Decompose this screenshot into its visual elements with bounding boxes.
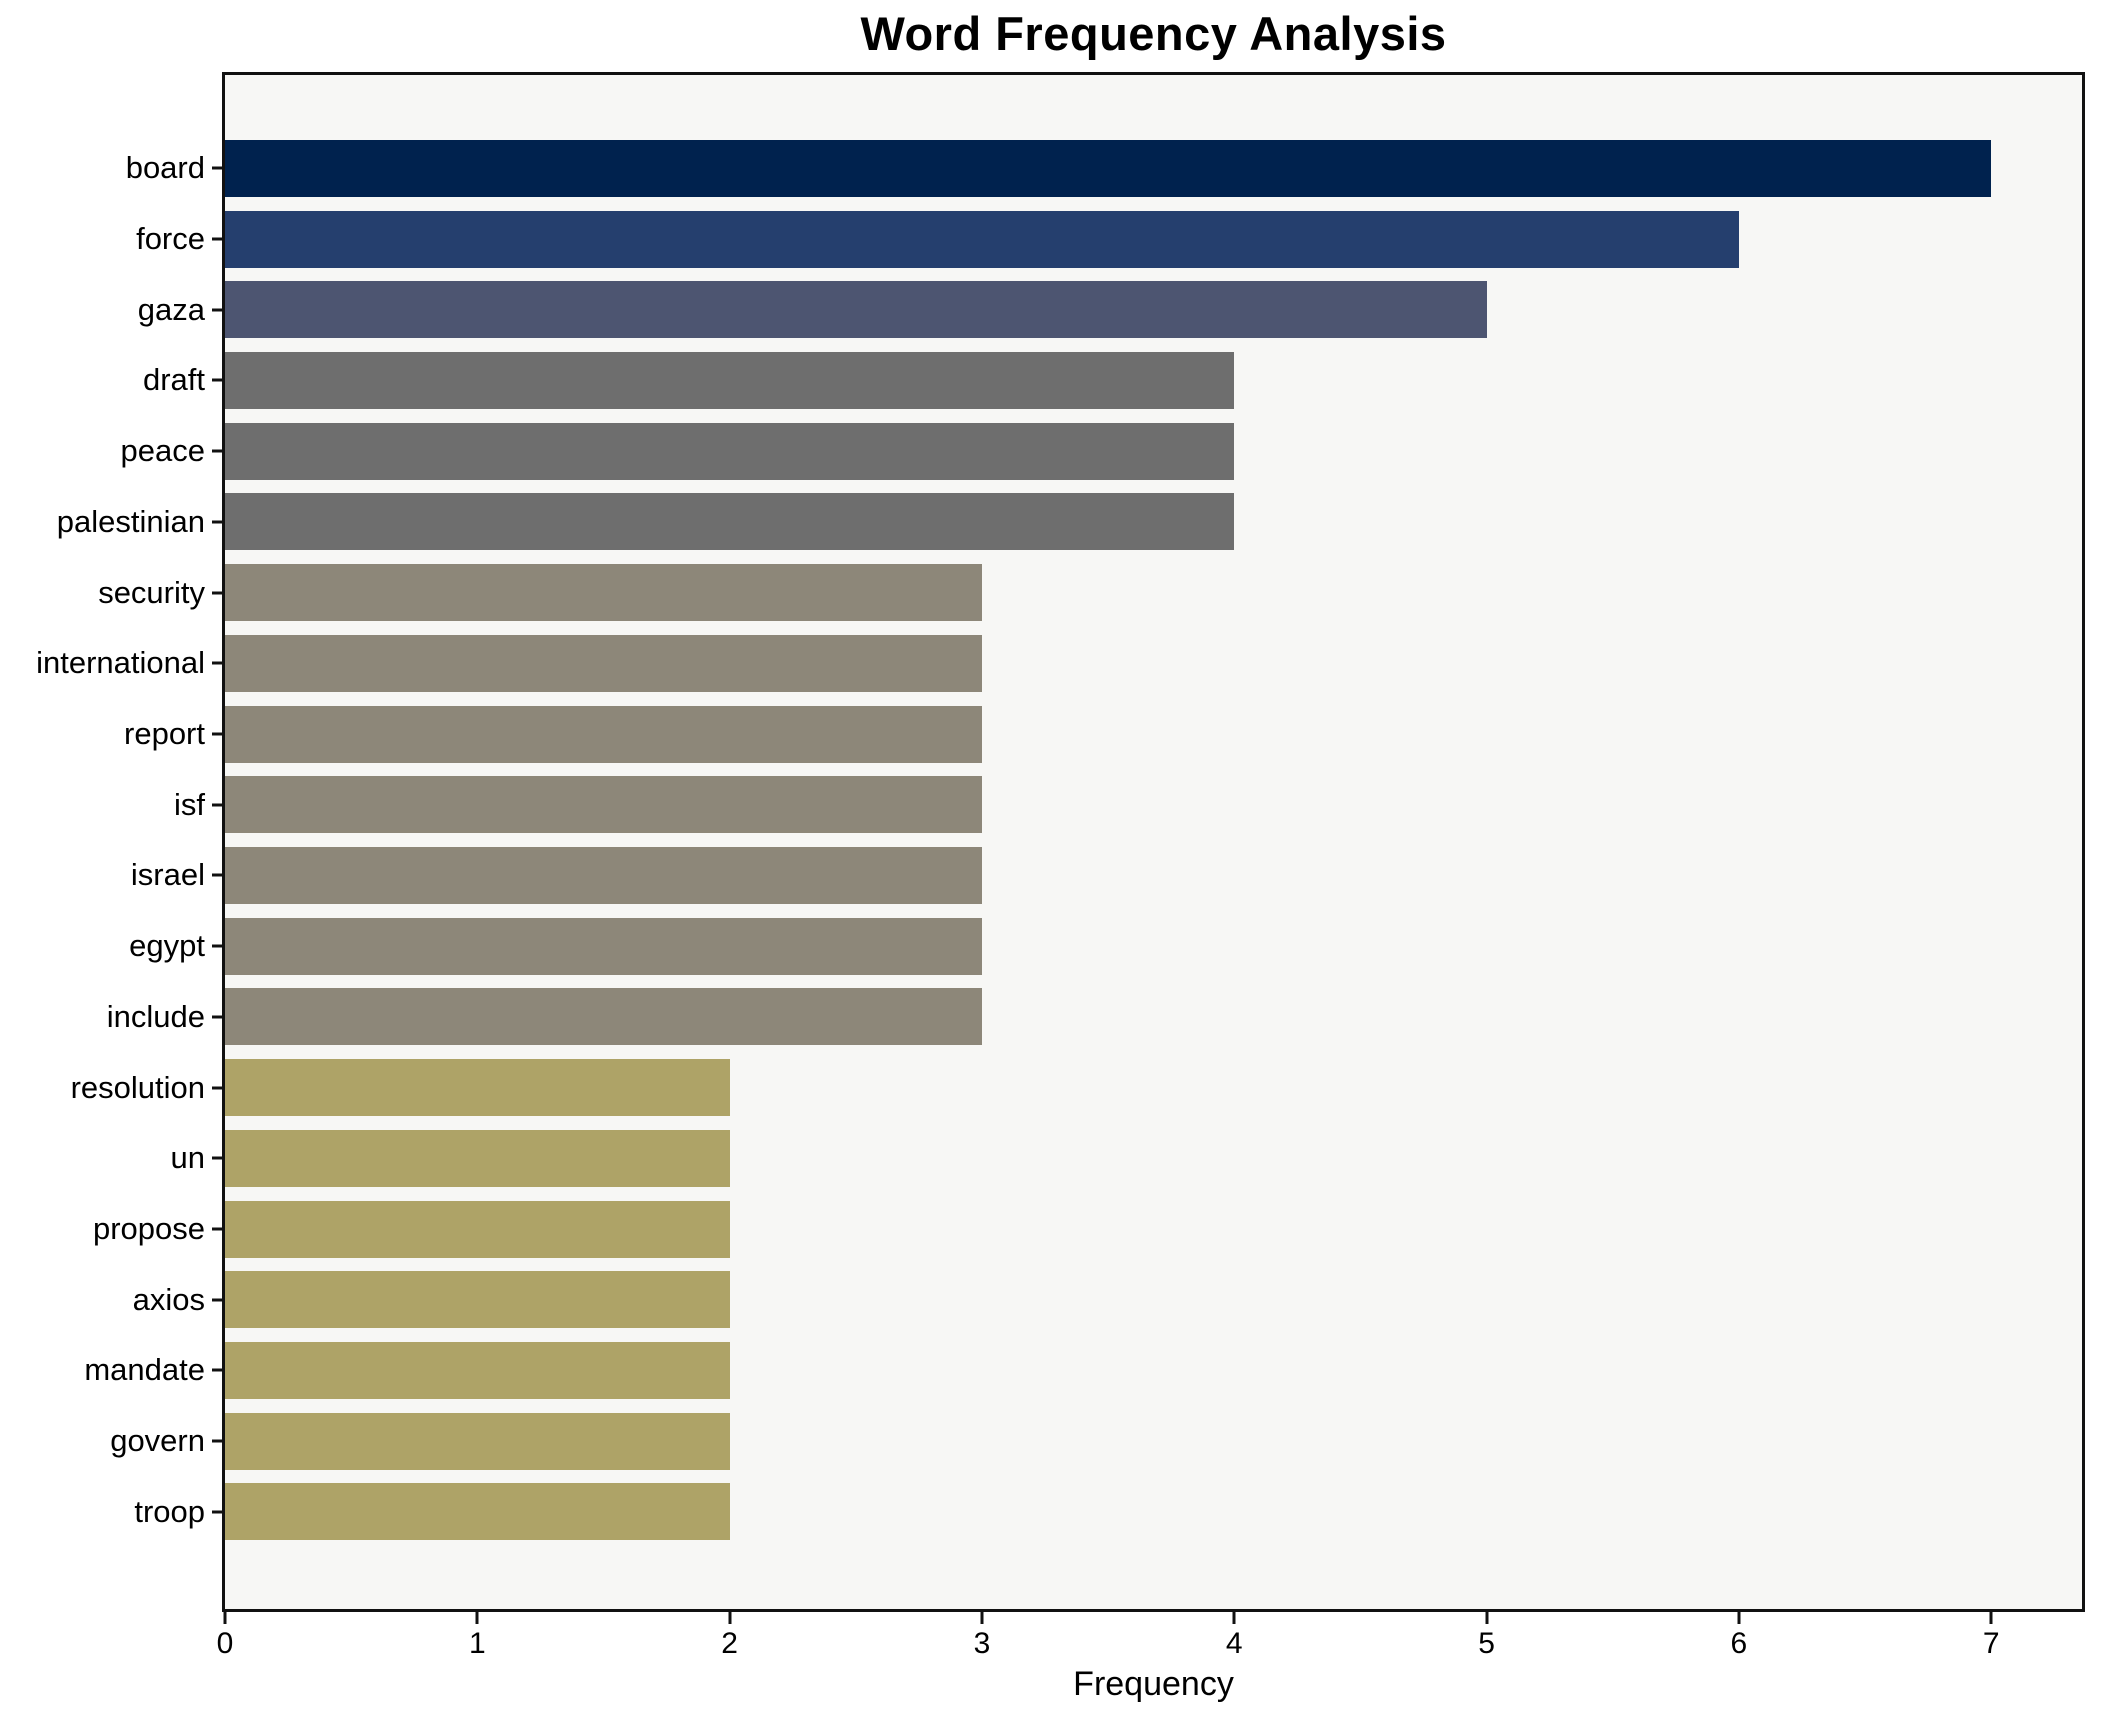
- y-tick-un: [212, 1156, 222, 1160]
- bar-un: [225, 1129, 730, 1187]
- bar-gaza: [225, 281, 1487, 339]
- x-axis-label: Frequency: [1073, 1665, 1234, 1703]
- bar-troop: [225, 1483, 730, 1541]
- bar-international: [225, 634, 982, 692]
- y-tick-axios: [212, 1298, 222, 1302]
- x-tick-0: [223, 1612, 227, 1624]
- x-tick-7: [1989, 1612, 1993, 1624]
- x-tick-label-4: 4: [1225, 1627, 1243, 1660]
- y-tick-force: [212, 237, 222, 241]
- y-tick-mandate: [212, 1368, 222, 1372]
- y-tick-label-govern: govern: [110, 1423, 205, 1459]
- y-tick-isf: [212, 803, 222, 807]
- y-tick-security: [212, 591, 222, 595]
- bar-force: [225, 210, 1739, 268]
- y-tick-label-draft: draft: [142, 362, 205, 398]
- y-tick-govern: [212, 1439, 222, 1443]
- y-tick-label-propose: propose: [92, 1211, 205, 1246]
- bar-resolution: [225, 1059, 730, 1117]
- x-tick-2: [728, 1612, 732, 1624]
- y-tick-gaza: [212, 308, 222, 312]
- bar-propose: [225, 1200, 730, 1258]
- bar-isf: [225, 776, 982, 834]
- y-tick-peace: [212, 449, 222, 453]
- x-tick-1: [475, 1612, 479, 1624]
- bar-board: [225, 139, 1992, 197]
- x-tick-5: [1485, 1612, 1489, 1624]
- y-tick-label-international: international: [36, 645, 205, 681]
- x-tick-label-1: 1: [468, 1627, 486, 1660]
- bar-axios: [225, 1271, 730, 1329]
- x-tick-label-0: 0: [216, 1627, 234, 1660]
- y-tick-label-troop: troop: [134, 1493, 205, 1529]
- plot-area: Frequency board force gaza draft peace palest…: [36, 72, 2085, 1703]
- bar-peace: [225, 422, 1235, 480]
- y-tick-label-palestinian: palestinian: [56, 503, 205, 539]
- bar-report: [225, 705, 982, 763]
- bar-draft: [225, 351, 1235, 409]
- y-tick-label-resolution: resolution: [70, 1069, 205, 1105]
- y-tick-label-peace: peace: [120, 433, 205, 469]
- bar-israel: [225, 846, 982, 904]
- y-tick-include: [212, 1015, 222, 1019]
- y-tick-egypt: [212, 944, 222, 948]
- y-tick-label-isf: isf: [174, 786, 205, 822]
- y-tick-palestinian: [212, 520, 222, 524]
- y-tick-label-axios: axios: [132, 1281, 205, 1317]
- x-tick-label-7: 7: [1982, 1627, 2000, 1660]
- y-tick-label-force: force: [136, 221, 205, 257]
- bar-mandate: [225, 1341, 730, 1399]
- bar-include: [225, 988, 982, 1046]
- y-tick-troop: [212, 1510, 222, 1514]
- y-tick-label-board: board: [125, 150, 205, 186]
- y-tick-label-report: report: [124, 716, 205, 752]
- bar-palestinian: [225, 493, 1235, 551]
- x-tick-6: [1737, 1612, 1741, 1624]
- y-tick-label-egypt: egypt: [129, 928, 205, 964]
- y-tick-label-gaza: gaza: [137, 291, 205, 327]
- chart-title: Word Frequency Analysis: [860, 7, 1447, 60]
- y-tick-label-mandate: mandate: [84, 1352, 205, 1388]
- x-tick-label-3: 3: [973, 1627, 991, 1660]
- y-tick-board: [212, 166, 222, 170]
- y-tick-label-security: security: [98, 574, 205, 610]
- y-tick-israel: [212, 873, 222, 877]
- bar-security: [225, 564, 982, 622]
- bar-egypt: [225, 917, 982, 975]
- x-tick-label-5: 5: [1478, 1627, 1495, 1660]
- y-tick-international: [212, 661, 222, 665]
- y-tick-label-israel: israel: [130, 857, 205, 893]
- y-tick-label-un: un: [170, 1140, 205, 1176]
- bar-govern: [225, 1412, 730, 1470]
- x-tick-3: [980, 1612, 984, 1624]
- y-tick-resolution: [212, 1086, 222, 1090]
- y-tick-draft: [212, 378, 222, 382]
- x-tick-label-6: 6: [1730, 1627, 1748, 1660]
- y-tick-label-include: include: [106, 998, 205, 1034]
- y-tick-propose: [212, 1227, 222, 1231]
- x-tick-label-2: 2: [721, 1627, 738, 1660]
- x-tick-4: [1232, 1612, 1236, 1624]
- y-tick-report: [212, 732, 222, 736]
